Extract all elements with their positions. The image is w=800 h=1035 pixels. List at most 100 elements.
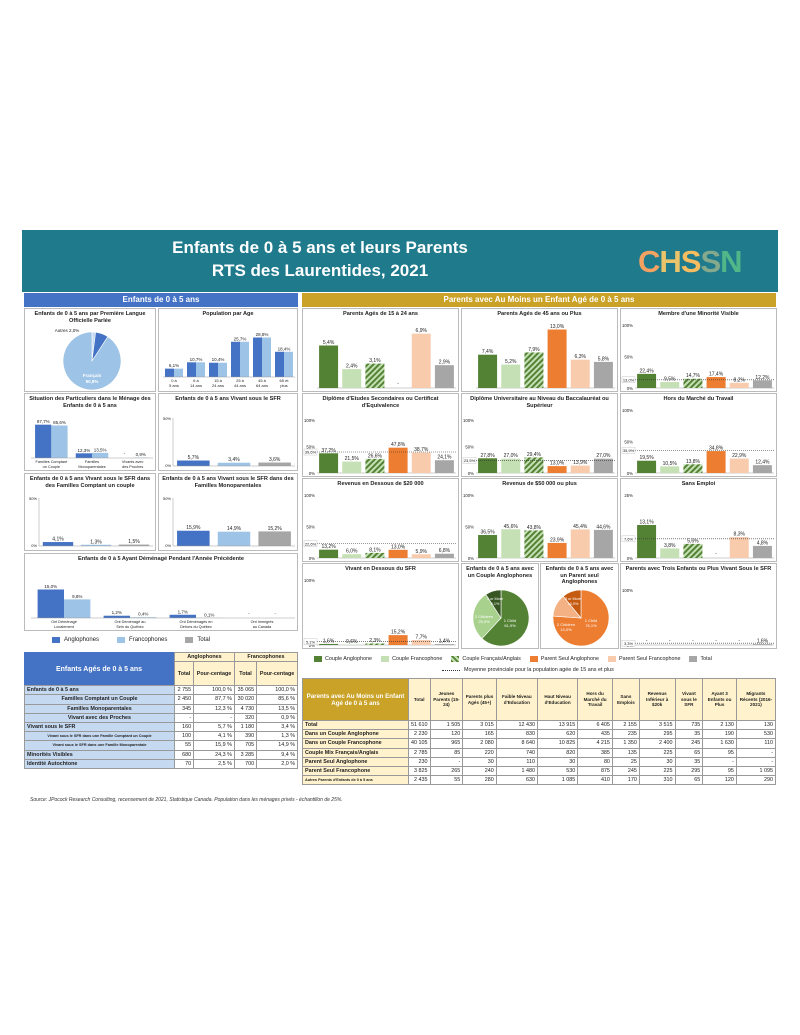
col-header: Total [408,678,431,721]
row-label: Familles Comptant un Couple [24,694,175,705]
data-label: 85,6% [53,420,66,425]
data-label: 6,1% [169,363,179,368]
data-label: 7,7% [416,634,428,640]
table-row: Familles Comptant un Couple 2 450 87,7 % 30… [24,694,298,705]
legend-swatch-anglo [52,637,60,643]
legend-swatch-franco [117,637,126,643]
table-cell: 95 [702,765,737,777]
table-cell: 390 [233,731,258,742]
table-cell: 245 [674,738,704,749]
row-label: Identité Autochtone [24,758,175,769]
data-label: 26,6% [368,453,383,459]
data-label: 6,3% [575,354,587,360]
chart-svg: 100% 50% 0% 27,8% 27,0% 29,4% 13,0% 13,9% 27,0% 2… [462,418,615,476]
reference-label: 7,6% [624,536,634,541]
dotted-line-icon [442,669,460,671]
tick-label: 0% [309,556,315,561]
table-cell: 130 [735,719,777,731]
table-cell: 630 [495,775,538,786]
table-head-row: Parents avec Au Moins un Enfant Agé de 0… [302,678,777,721]
chart-title: Enfants de 0 à 5 ans Vivant sous le SFR [175,396,281,402]
table-cell: 620 [536,729,579,740]
bar [275,351,284,377]
table-cell: 875 [577,765,613,777]
table-cell: 3 015 [462,719,497,731]
right-band: Parents avec Au Moins un Enfant Agé de 0… [302,293,776,307]
table-head-row: Total Pour-centage Total Pour-centage [25,661,298,687]
legend-item: Total [700,656,712,662]
panel-horsmarche: Hors du Marché du Travail 100% 50% 0% 19,5% 1… [620,393,777,477]
tick-label: 25% [624,493,633,498]
chart-svg: 100% 0% 1,6% 0,6% 2,3% 15,2% 7,7% 1,4% 5,1% [303,578,456,648]
reference-label: 39,6% [305,450,317,455]
panel-rev20: Revenus en Dessous de $20 000 100% 50% 0% 13… [302,478,459,562]
tick-label: 50% [306,445,315,450]
bar [411,452,431,473]
table-cell: 80 [577,756,613,767]
chart-title: Enfants de 0 à 5 ans Vivant sous le SFR … [29,476,151,489]
table-row: Identité Autochtone 70 2,5 % 700 2,0 % [24,758,298,769]
panel-dipuni: Diplôme Universitaire au Niveau du Bacca… [461,393,618,477]
table-cell: 820 [536,747,579,758]
col-header: Faible Niveau d'Education [495,678,538,721]
pie-slice [481,589,530,647]
data-label: 4,1% [52,537,64,543]
bar [262,337,271,377]
data-label: 90,8% [86,379,99,384]
bar [258,462,291,466]
pie-slice [562,589,582,619]
table-row: Parent Seul Francophone 3 825 265 240 1 480 5… [302,765,777,777]
data-label: 0,6% [346,639,358,645]
data-label: 13,8% [686,459,701,465]
chart-svg: 100% 50% 0% 22,4% 9,5% 14,7% 17,4% 8,2% 12,2% 13,… [621,323,774,391]
bar [217,531,251,546]
legend-total: Total [197,637,211,643]
table-cell: 24,3 % [193,749,235,760]
table-cell: 320 [233,712,258,723]
bar [411,554,431,558]
table-cell: 2 785 [408,747,431,758]
bar [209,362,218,377]
data-label: 10,9% [568,602,579,606]
data-label: 76,1% [585,623,597,628]
table-cell: - [193,712,235,723]
chart-title: Vivant en Dessous du SFR [345,566,416,572]
table-cell: 1,3 % [256,731,298,742]
table-cell: 2 755 [173,685,195,696]
table-cell: 230 [408,756,431,767]
table-cell: 2 450 [173,694,195,705]
chart-svg: 25% 0% 13,1% 3,8% 5,6% - 8,3% 4,8% 7,6% [621,493,774,561]
table-cell: 10 825 [536,738,579,749]
bar [524,530,544,558]
right-table: Parents avec Au Moins un Enfant Agé de 0… [302,678,777,786]
col-header: Vivant sous le SFR [674,678,704,721]
tick-label: 50% [624,440,633,445]
table-cell: 290 [735,775,777,786]
bar [342,461,362,473]
tick-label: 0% [468,556,474,561]
table-cell: 4 215 [577,738,613,749]
table-cell: 1 350 [611,738,640,749]
left-band: Enfants de 0 à 5 ans [24,293,298,307]
bar [752,644,772,645]
tick-label: 100% [622,588,633,593]
panel-rev50: Revenus de $50 000 ou plus 100% 50% 0% 36,5%… [461,478,618,562]
tick-label: 50% [465,445,474,450]
bar [637,524,657,558]
table-cell: 280 [462,775,497,786]
right-table-title: Parents avec Au Moins un Enfant Agé de 0… [302,678,409,721]
table-cell: 85,6 % [256,694,298,705]
data-label: 22,9% [732,453,747,459]
table-row: Couple Mix Français/Anglais 2 785 85 220 740… [302,747,777,758]
legend-swatch-total [185,637,194,643]
bar [42,542,74,546]
group-anglo: Anglophones [174,651,235,663]
table-cell: 14,9 % [256,740,298,751]
data-label: 15,2% [268,526,283,532]
chart-svg: 50% 0% 5,7% 3,4% 3,6% [163,416,295,468]
bar [342,554,362,558]
panel-situation: Situation des Particuliers dans le Ménag… [24,393,156,471]
tick-label: Ont Déménagé au [114,620,145,624]
chart-title: Diplôme d'Etudes Secondaires ou Certific… [322,396,439,409]
data-label: 14,9% [227,526,242,532]
